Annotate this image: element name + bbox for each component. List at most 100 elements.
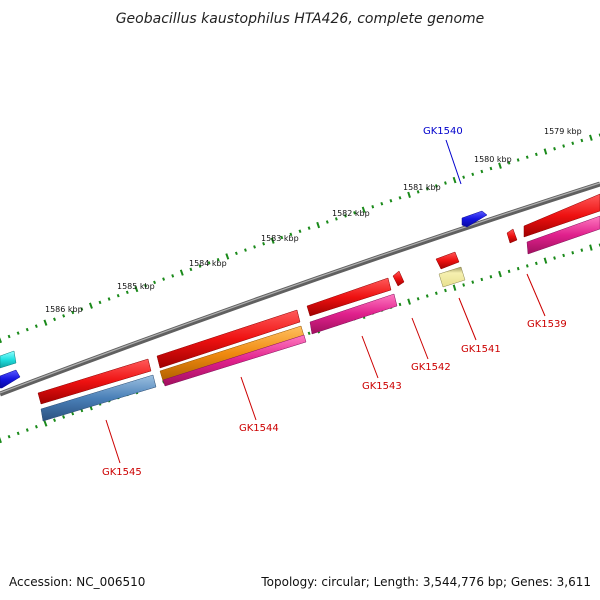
- gene-GK1541-red[interactable]: [435, 251, 460, 270]
- outer-tick: [280, 235, 284, 240]
- outer-tick: [425, 187, 429, 191]
- inner-tick: [534, 261, 538, 266]
- outer-tick: [489, 166, 493, 171]
- scale-label-1585: 1585 kbp: [117, 282, 155, 291]
- inner-tick: [562, 253, 566, 258]
- scale-ticks-outer: [0, 133, 600, 344]
- outer-tick: [516, 158, 520, 162]
- outer-tick: [107, 297, 111, 301]
- outer-tick: [134, 285, 139, 293]
- outer-tick: [298, 229, 302, 234]
- outer-tick: [53, 317, 57, 322]
- label-GK1542[interactable]: GK1542: [411, 362, 451, 373]
- inner-tick: [7, 434, 11, 439]
- gene-GK1545-red[interactable]: [37, 358, 152, 405]
- gene-GK1544-magenta[interactable]: [162, 334, 307, 387]
- outer-tick: [43, 319, 48, 326]
- scale-labels: 1586 kbp 1585 kbp 1584 kbp 1583 kbp 1582…: [45, 127, 582, 314]
- scale-label-1586: 1586 kbp: [45, 305, 83, 314]
- gene-GK1545-steelblue[interactable]: [40, 374, 157, 422]
- inner-tick: [525, 264, 529, 268]
- gene-GK1540[interactable]: [461, 210, 488, 228]
- label-GK1544[interactable]: GK1544: [239, 423, 279, 434]
- label-GK1540[interactable]: GK1540: [423, 126, 463, 137]
- gene-left-blue[interactable]: [0, 369, 21, 389]
- outer-tick: [71, 310, 75, 315]
- outer-tick: [380, 201, 384, 206]
- gene-left-cyan[interactable]: [0, 350, 17, 369]
- outer-tick: [80, 307, 84, 311]
- outer-tick: [462, 175, 466, 179]
- outer-tick: [0, 337, 3, 344]
- inner-tick: [580, 248, 584, 252]
- outer-tick: [571, 141, 575, 145]
- label-GK1539[interactable]: GK1539: [527, 319, 567, 330]
- map-title: Geobacillus kaustophilus HTA426, complet…: [116, 11, 485, 27]
- outer-tick: [534, 152, 538, 157]
- outer-tick: [7, 334, 11, 339]
- inner-tick: [543, 257, 548, 264]
- outer-tick: [307, 226, 311, 230]
- gene-GK1542-red[interactable]: [392, 270, 405, 287]
- label-GK1543[interactable]: GK1543: [362, 381, 402, 392]
- inner-tick: [43, 420, 48, 427]
- inner-tick: [16, 431, 20, 436]
- inner-tick: [571, 251, 575, 255]
- outer-tick: [34, 324, 38, 328]
- label-GK1545[interactable]: GK1545: [102, 467, 142, 478]
- inner-tick: [307, 331, 311, 336]
- inner-tick: [425, 294, 429, 298]
- scale-label-1581: 1581 kbp: [403, 183, 441, 192]
- outer-tick: [353, 211, 356, 215]
- inner-tick: [553, 256, 556, 260]
- outer-tick: [198, 264, 202, 268]
- outer-tick: [189, 267, 193, 272]
- inner-tick: [25, 428, 29, 432]
- outer-tick: [543, 148, 548, 155]
- outer-tick: [580, 138, 584, 143]
- outer-tick: [244, 248, 247, 252]
- outer-tick: [334, 217, 338, 221]
- outer-tick: [416, 190, 420, 194]
- outer-tick: [434, 184, 438, 188]
- inner-tick: [507, 269, 511, 274]
- inner-tick: [407, 298, 411, 305]
- gene-GK1543-magenta[interactable]: [309, 293, 398, 335]
- outer-tick: [407, 191, 411, 199]
- inner-tick: [589, 244, 593, 251]
- label-GK1541[interactable]: GK1541: [461, 344, 501, 355]
- leader-GK1543: [361, 335, 379, 379]
- gene-GK1543-red[interactable]: [306, 277, 392, 317]
- outer-tick: [471, 172, 475, 177]
- outer-tick: [88, 302, 93, 309]
- inner-tick: [489, 275, 493, 279]
- inner-tick: [62, 415, 66, 419]
- outer-tick: [216, 257, 220, 262]
- reverse-genes: [40, 215, 600, 422]
- gene-GK1544-red[interactable]: [156, 309, 301, 369]
- outer-tick: [452, 176, 457, 184]
- outer-tick: [316, 221, 321, 229]
- inner-tick: [416, 297, 420, 301]
- accession-text: Accession: NC_006510: [9, 575, 145, 589]
- outer-tick: [398, 196, 402, 200]
- scale-label-1580: 1580 kbp: [474, 155, 512, 164]
- outer-tick: [562, 144, 566, 148]
- gene-GK1539-magenta[interactable]: [526, 215, 600, 255]
- outer-tick: [179, 269, 184, 276]
- inner-tick: [434, 291, 438, 295]
- gene-red-small-a[interactable]: [506, 228, 518, 244]
- gene-GK1541-khaki[interactable]: [438, 266, 466, 288]
- forward-genes: [0, 193, 600, 405]
- outer-tick: [589, 134, 593, 141]
- gene-GK1539-red[interactable]: [523, 193, 600, 238]
- inner-tick: [471, 280, 475, 284]
- outer-tick: [389, 198, 393, 203]
- inner-tick: [444, 288, 447, 293]
- outer-tick: [62, 314, 66, 318]
- scale-label-1579: 1579 kbp: [544, 127, 582, 136]
- inner-tick: [0, 437, 2, 444]
- inner-tick: [452, 284, 457, 291]
- outer-tick: [253, 245, 256, 249]
- genome-backbone: [0, 181, 600, 397]
